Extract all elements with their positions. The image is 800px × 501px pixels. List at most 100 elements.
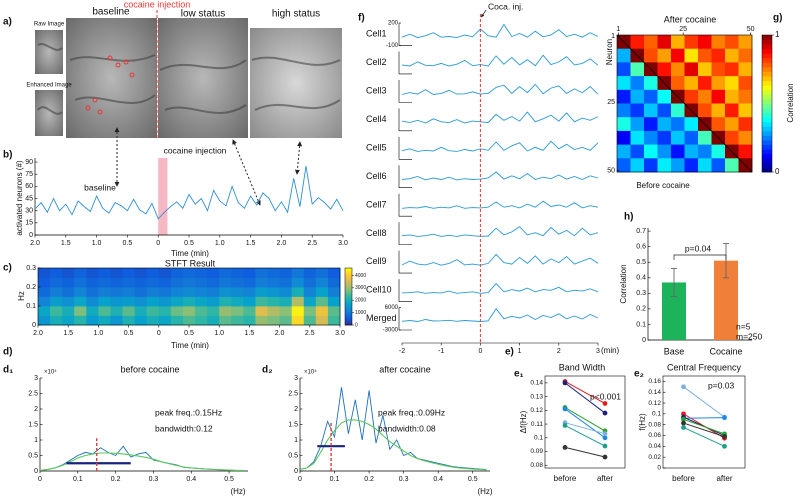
heat-cell [698,103,712,118]
heat-cell [243,296,256,307]
heat-cell [698,62,712,77]
annotation: m=250 [736,331,762,341]
heat-cell [617,103,631,118]
annotation: n=5 [736,321,751,331]
colorbar-segment [345,317,352,320]
heat-cell [110,315,123,326]
heat-cell [50,268,63,278]
subject-point [722,434,727,440]
heat-cell [243,287,256,297]
heat-cell [684,144,699,159]
y-tick-label: 0.14 [530,380,543,387]
trace [401,171,599,181]
annotation: cocaine injection [164,145,227,155]
heat-cell [617,48,631,63]
heat-cell [657,117,672,132]
image-title: baseline [92,7,130,18]
heat-cell [86,296,99,307]
annotation: Coca. inj. [488,1,523,11]
trace-axis [398,165,412,189]
heat-cell [291,277,305,288]
panel-label: d) [3,347,12,358]
ylabel: Hz [17,291,26,301]
colorbar-segment [762,167,772,173]
roi-markers [85,55,135,115]
y-tick-label: 45 [25,195,33,202]
y-tick-label: 1.5 [28,421,38,428]
heat-cell [698,144,712,159]
y-multiplier: ×10⁴ [44,369,57,376]
heat-cell [630,158,645,173]
heat-cell [219,287,232,297]
colorbar-segment [345,294,352,297]
zlabel: Correlation [786,83,795,122]
heat-cell [38,296,51,307]
y-tick-label: 0 [32,322,36,329]
heat-cell [195,306,208,316]
title: STFT Result [165,258,216,268]
colorbar-segment [762,89,772,95]
heat-cell [122,277,136,288]
x-tick-label: 50 [747,26,755,33]
panel-labels: a) b) c) d) d₁ d₂ e) e₁ e₂ f) g) h) [3,13,782,380]
heat-cell [158,277,172,288]
arrow [294,141,303,175]
colorbar-segment [762,98,772,104]
y-tick-label: 0.5 [288,452,298,459]
colorbar-segment [762,103,772,109]
heat-cell [267,306,280,316]
heat-cell [74,296,87,307]
xlabel: Time (min) [171,341,209,350]
heat-cell [146,296,160,307]
heat-cell [738,76,753,91]
heat-cell [182,306,196,316]
trace-axis [398,279,412,302]
colorbar-tick-label: 0 [355,322,358,328]
heat-cell [725,62,739,77]
colorbar-segment [345,313,352,316]
heat-cell [74,315,87,326]
subject-point [722,415,727,421]
subject-line [564,424,606,447]
heat-cell [657,144,672,159]
colorbar-segment [762,126,772,132]
colorbar-frame [344,267,353,326]
heat-cell [315,287,329,297]
heat-cell [725,48,739,63]
heat-cell [231,268,244,278]
heat-cell [98,277,111,288]
subject-point [681,425,686,430]
heat-cell [231,315,244,326]
heat-cell [74,287,87,297]
heat-cell [671,130,685,145]
x-tick-label: 0.1 [73,476,83,483]
heat-cell [231,277,244,288]
heat-cell [644,35,658,50]
annotation: bandwidth:0.12 [155,423,213,433]
heat-cell [725,158,739,173]
colorbar-segment [762,76,772,82]
heat-cell [671,117,685,132]
heat-cell [74,268,87,278]
trace-label: Cell10 [366,285,392,295]
plot-frame [544,375,626,469]
heat-cell [170,306,184,316]
heat-cell [267,268,280,278]
heat-cell [134,277,148,288]
heat-cell [617,62,631,77]
heat-cell [146,315,160,326]
heat-cell [243,277,256,288]
x-tick-label: 2 [557,348,561,355]
colorbar-segment [345,275,352,278]
heat-cell [303,277,317,288]
heat-cell [195,315,208,326]
x-tick-label: 0 [298,476,302,483]
heat-cell [630,35,645,50]
heat-cell [684,158,699,173]
y-tick-label: 1 [611,33,615,40]
x-tick-label: 0.1 [330,476,340,483]
heat-cell [243,306,256,316]
heat-cell [231,296,244,307]
trace [401,308,599,322]
